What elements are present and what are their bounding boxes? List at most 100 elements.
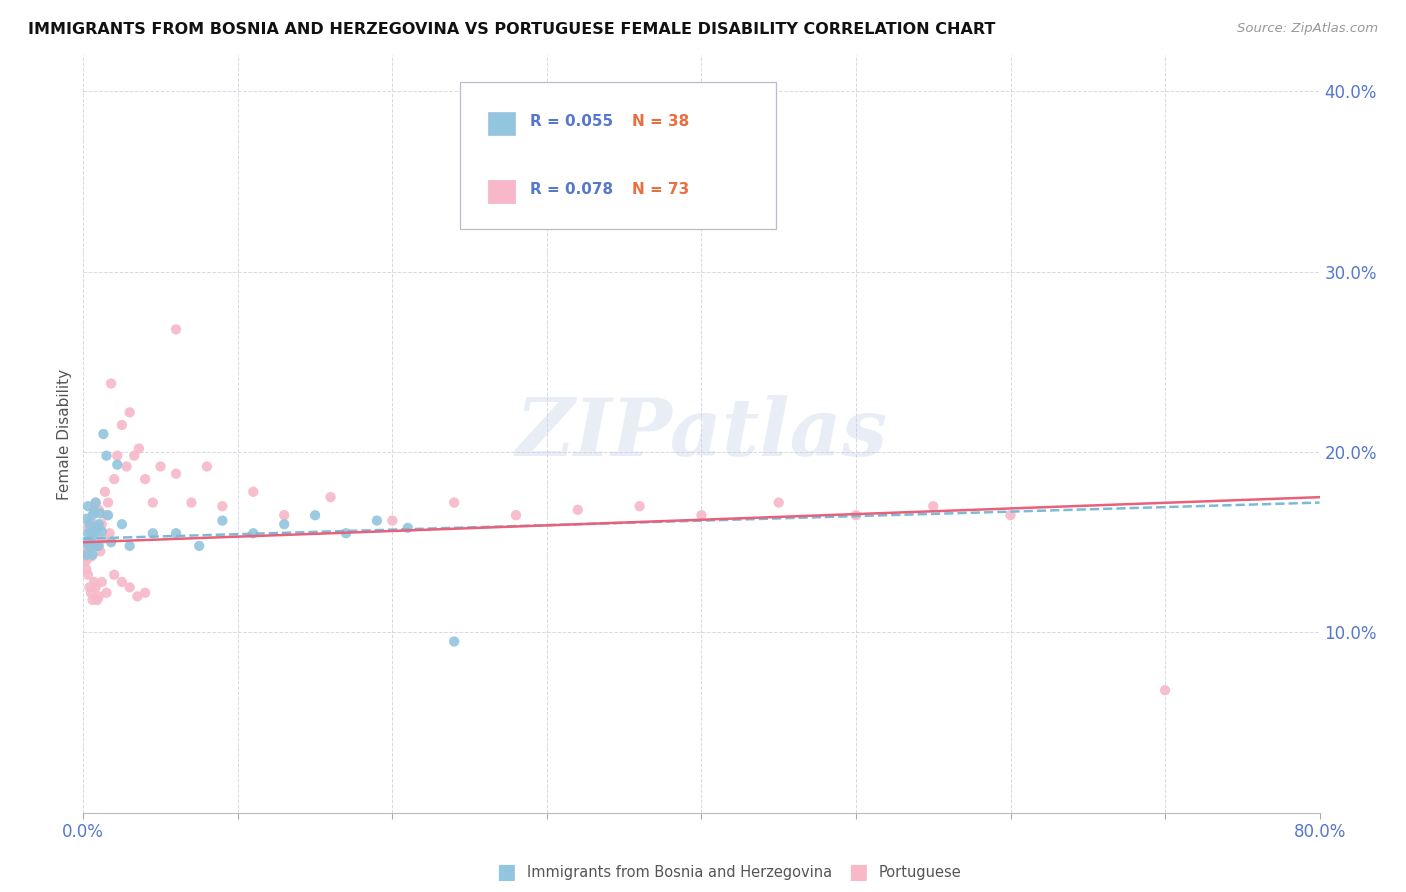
- Point: [142, 526, 165, 541]
- Text: N = 38: N = 38: [633, 113, 689, 128]
- Point: [83, 526, 105, 541]
- Point: [124, 449, 146, 463]
- Point: [188, 539, 211, 553]
- Point: [127, 590, 149, 604]
- Point: [80, 586, 103, 600]
- Point: [98, 526, 121, 541]
- FancyBboxPatch shape: [488, 112, 515, 135]
- Text: ZIPatlas: ZIPatlas: [516, 395, 887, 473]
- Point: [79, 517, 101, 532]
- Point: [80, 549, 103, 564]
- Point: [103, 472, 125, 486]
- Point: [84, 495, 107, 509]
- Point: [100, 535, 122, 549]
- Point: [242, 484, 264, 499]
- Point: [1154, 683, 1177, 698]
- Point: [381, 514, 404, 528]
- Point: [75, 512, 97, 526]
- Point: [90, 524, 112, 539]
- Point: [922, 499, 945, 513]
- Point: [195, 459, 218, 474]
- Point: [89, 507, 111, 521]
- Point: [118, 580, 141, 594]
- Point: [80, 532, 103, 546]
- Point: [79, 539, 101, 553]
- Point: [845, 508, 868, 523]
- Point: [1000, 508, 1022, 523]
- Point: [75, 562, 97, 576]
- Point: [87, 521, 110, 535]
- Point: [80, 526, 103, 541]
- Point: [118, 405, 141, 419]
- Point: [82, 539, 104, 553]
- Point: [211, 514, 233, 528]
- Point: [142, 495, 165, 509]
- Point: [96, 508, 118, 523]
- Point: [628, 499, 651, 513]
- Point: [90, 517, 112, 532]
- Point: [128, 442, 150, 456]
- Point: [134, 586, 156, 600]
- Point: [87, 503, 110, 517]
- Point: [567, 503, 589, 517]
- Point: [89, 544, 111, 558]
- Text: N = 73: N = 73: [633, 182, 689, 197]
- Point: [80, 526, 103, 541]
- Point: [134, 472, 156, 486]
- Point: [242, 526, 264, 541]
- Point: [273, 517, 295, 532]
- Text: Immigrants from Bosnia and Herzegovina: Immigrants from Bosnia and Herzegovina: [527, 865, 832, 880]
- Point: [84, 539, 107, 553]
- Point: [111, 517, 134, 532]
- Point: [96, 586, 118, 600]
- Point: [505, 508, 527, 523]
- Point: [94, 484, 117, 499]
- Point: [82, 593, 104, 607]
- Point: [111, 417, 134, 432]
- Point: [165, 467, 187, 481]
- Point: [86, 539, 108, 553]
- Point: [73, 549, 96, 564]
- Point: [84, 539, 107, 553]
- Point: [96, 449, 118, 463]
- Point: [86, 593, 108, 607]
- Point: [335, 526, 357, 541]
- Point: [105, 449, 128, 463]
- FancyBboxPatch shape: [488, 180, 515, 202]
- Point: [211, 499, 233, 513]
- Point: [87, 590, 110, 604]
- Point: [79, 514, 101, 528]
- Point: [79, 580, 101, 594]
- Point: [77, 499, 100, 513]
- Point: [396, 521, 419, 535]
- Point: [149, 459, 172, 474]
- Text: IMMIGRANTS FROM BOSNIA AND HERZEGOVINA VS PORTUGUESE FEMALE DISABILITY CORRELATI: IMMIGRANTS FROM BOSNIA AND HERZEGOVINA V…: [28, 22, 995, 37]
- Point: [75, 553, 97, 567]
- Point: [105, 458, 128, 472]
- Point: [82, 548, 104, 562]
- Point: [165, 526, 187, 541]
- Point: [103, 567, 125, 582]
- Point: [366, 514, 388, 528]
- Point: [100, 376, 122, 391]
- Point: [118, 539, 141, 553]
- Point: [443, 634, 465, 648]
- Point: [86, 521, 108, 535]
- Point: [97, 508, 120, 523]
- Point: [75, 535, 97, 549]
- Point: [768, 495, 790, 509]
- Point: [115, 459, 138, 474]
- Point: [97, 495, 120, 509]
- Point: [77, 521, 100, 535]
- Point: [73, 535, 96, 549]
- Point: [79, 539, 101, 553]
- Point: [73, 539, 96, 553]
- Point: [77, 567, 100, 582]
- Point: [75, 548, 97, 562]
- Point: [77, 544, 100, 558]
- Point: [83, 574, 105, 589]
- Point: [83, 503, 105, 517]
- Point: [77, 526, 100, 541]
- Point: [84, 580, 107, 594]
- Point: [93, 532, 115, 546]
